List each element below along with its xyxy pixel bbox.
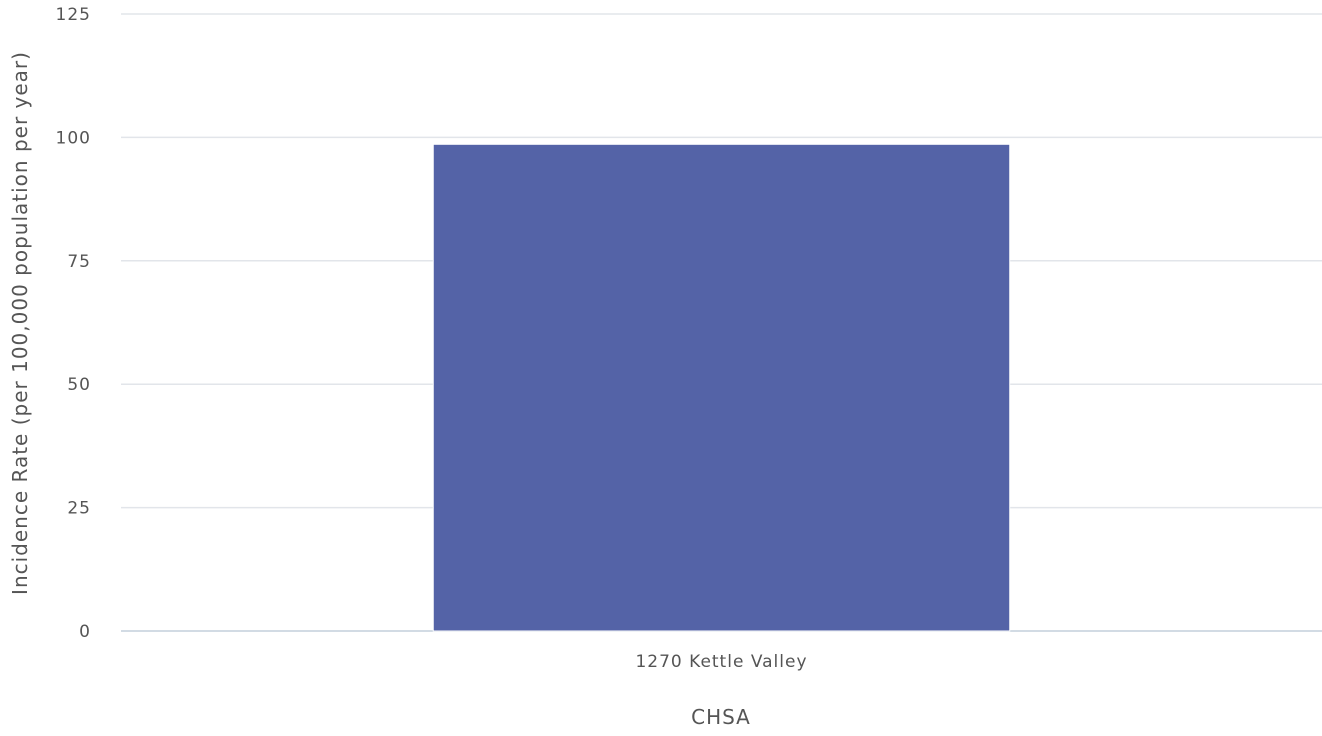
y-tick-label: 100 (56, 128, 91, 148)
bar[interactable] (432, 143, 1011, 632)
x-category-labels: 1270 Kettle Valley (635, 652, 807, 672)
y-tick-label: 25 (67, 499, 91, 519)
x-axis-title: CHSA (691, 705, 751, 729)
x-category-label: 1270 Kettle Valley (635, 652, 807, 672)
y-tick-label: 0 (79, 622, 91, 642)
y-axis-title: Incidence Rate (per 100,000 population p… (8, 51, 32, 595)
y-tick-label: 125 (56, 5, 91, 25)
y-tick-labels: 0 25 50 75 100 125 (56, 5, 91, 642)
bars (432, 143, 1011, 632)
y-tick-label: 75 (67, 252, 91, 272)
y-tick-label: 50 (67, 375, 91, 395)
